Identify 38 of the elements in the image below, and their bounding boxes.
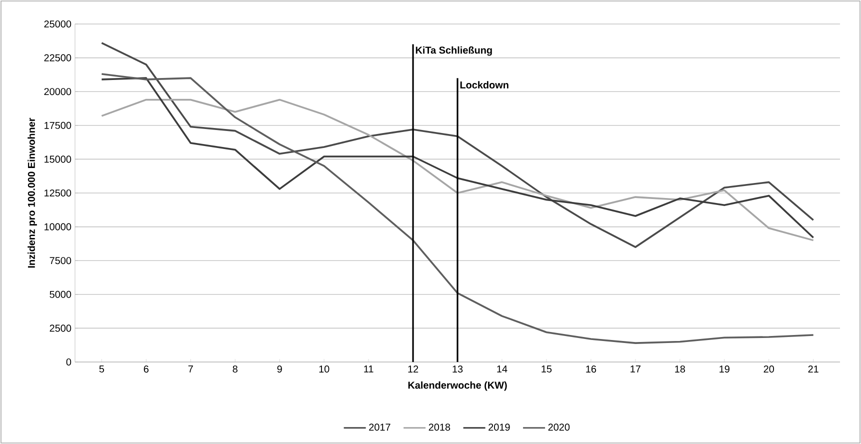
x-tick-label: 7	[188, 366, 193, 372]
x-tick-label: 8	[232, 366, 238, 373]
y-tick-label: 20000	[44, 88, 72, 96]
y-tick-label: 5000	[50, 290, 72, 298]
y-tick-label: 7500	[50, 257, 72, 264]
y-tick-label: 25000	[44, 20, 72, 28]
y-tick-label: 0	[66, 358, 72, 366]
x-tick-label: 13	[452, 366, 463, 373]
ref-line-label: Lockdown	[460, 81, 508, 88]
x-tick-label: 17	[630, 366, 640, 372]
legend-label: 2019	[488, 424, 510, 431]
y-tick-label: 12500	[44, 189, 72, 197]
x-axis-title: Kalenderwoche (KW)	[408, 381, 507, 391]
x-tick-label: 18	[675, 366, 685, 373]
x-tick-label: 20	[764, 366, 774, 373]
x-tick-label: 6	[144, 366, 149, 373]
x-tick-label: 16	[586, 366, 596, 373]
line-series	[100, 42, 814, 248]
y-tick-label: 17500	[44, 122, 72, 129]
x-tick-label: 11	[364, 366, 374, 372]
x-tick-label: 10	[319, 366, 330, 373]
y-tick-label: 2500	[50, 324, 72, 332]
legend-label: 2020	[548, 424, 570, 431]
y-tick-label: 10000	[44, 223, 72, 230]
x-tick-label: 9	[277, 366, 282, 373]
x-tick-label: 21	[808, 366, 818, 372]
y-axis-title: Inzidenz pro 100.000 Einwohner	[28, 118, 37, 268]
x-tick-label: 15	[542, 366, 552, 372]
y-tick-label: 22500	[44, 54, 72, 62]
x-tick-label: 12	[408, 366, 418, 372]
ref-line-label: KiTa Schließung	[416, 46, 492, 56]
legend-label: 2017	[369, 424, 390, 431]
y-tick-label: 15000	[44, 156, 72, 163]
x-tick-label: 5	[99, 366, 104, 372]
x-tick-label: 14	[497, 366, 508, 372]
x-tick-label: 19	[720, 366, 730, 373]
line-series	[100, 73, 814, 344]
legend-label: 2018	[428, 424, 450, 431]
